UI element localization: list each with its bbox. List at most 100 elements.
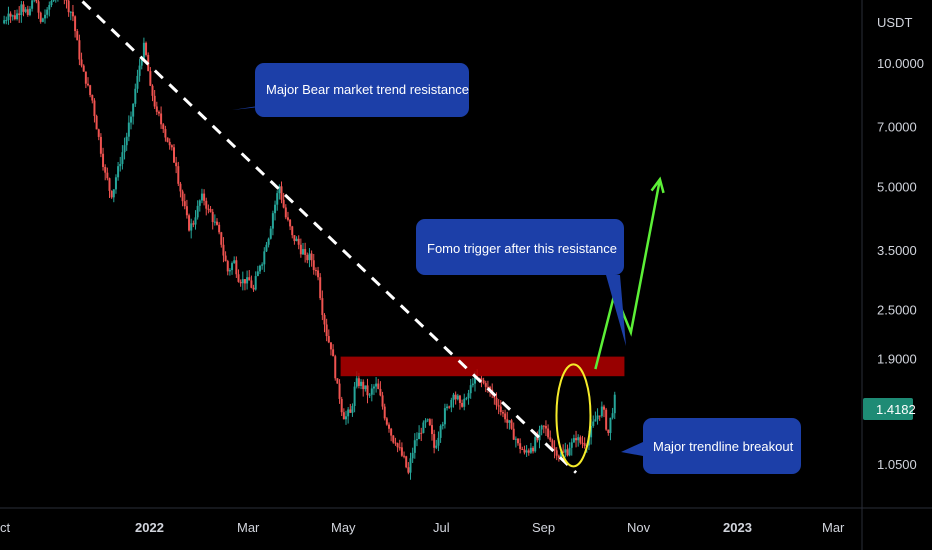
candle-body	[37, 1, 40, 13]
candle-body	[119, 163, 122, 167]
candle-body	[422, 422, 425, 433]
price-tick-label: 10.0000	[877, 56, 924, 71]
callout-text: Fomo trigger after this resistance	[427, 241, 617, 256]
candle-body	[534, 437, 537, 452]
candle-body	[183, 201, 186, 207]
breakout-highlight	[555, 363, 592, 468]
candle-body	[203, 193, 206, 201]
candle-body	[241, 279, 244, 284]
candle-body	[583, 443, 586, 446]
time-tick-label: Nov	[627, 520, 651, 535]
candle-body	[125, 136, 128, 146]
candle-body	[426, 419, 429, 421]
candle-body	[82, 65, 85, 72]
candle-body	[570, 442, 573, 448]
candle-body	[299, 244, 302, 255]
candle-body	[248, 277, 251, 281]
candle-body	[525, 450, 528, 453]
candle-body	[151, 85, 154, 96]
candle-body	[415, 439, 418, 441]
time-tick-label: 2023	[723, 520, 752, 535]
candle-body	[499, 406, 502, 413]
candle-body	[228, 270, 231, 272]
callout-bear-resistance: Major Bear market trend resistance	[232, 63, 469, 117]
candle-body	[495, 397, 498, 406]
candle-body	[252, 287, 255, 290]
callout-text: Major Bear market trend resistance	[266, 82, 469, 97]
candle-body	[598, 415, 601, 417]
candle-body	[372, 386, 375, 389]
candle-body	[413, 440, 416, 453]
candle-body	[114, 177, 117, 190]
candle-body	[123, 145, 126, 153]
candle-body	[138, 65, 141, 76]
candle-body	[596, 415, 599, 420]
candle-body	[297, 238, 300, 245]
candle-body	[347, 409, 350, 417]
candle-body	[388, 424, 390, 429]
candle-body	[67, 0, 70, 13]
candle-body	[398, 447, 401, 449]
time-axis[interactable]: ct 2022 Mar May Jul Sep Nov 2023 Mar	[0, 520, 845, 535]
candle-body	[355, 378, 358, 387]
candle-body	[108, 178, 111, 191]
price-tick-label: 1.9000	[877, 351, 917, 366]
candle-body	[327, 336, 330, 343]
candle-body	[209, 209, 212, 212]
candle-body	[471, 383, 474, 386]
candle-body	[407, 467, 410, 473]
candle-body	[52, 0, 55, 1]
candle-body	[424, 420, 427, 423]
callout-text: Major trendline breakout	[653, 439, 794, 454]
candle-body	[519, 443, 522, 449]
price-tick-label: 3.5000	[877, 243, 917, 258]
candle-body	[256, 271, 259, 277]
candle-body	[448, 406, 451, 408]
candle-body	[544, 426, 547, 429]
candle-body	[364, 385, 367, 390]
candle-body	[566, 449, 569, 456]
candle-body	[91, 94, 94, 101]
candle-body	[609, 417, 612, 433]
candle-body	[379, 388, 382, 396]
price-axis[interactable]: USDT 10.0000 7.0000 5.0000 3.5000 2.5000 1.90…	[877, 15, 924, 472]
candle-body	[553, 447, 556, 451]
candle-body	[110, 190, 113, 198]
candle-body	[20, 4, 23, 15]
candle-body	[224, 255, 227, 262]
candle-body	[239, 281, 242, 284]
candle-body	[368, 394, 371, 396]
projection-arrow-head	[650, 176, 665, 194]
candle-body	[190, 223, 193, 231]
candle-body	[106, 172, 109, 179]
candle-body	[170, 145, 173, 148]
candle-body	[592, 421, 595, 426]
candle-body	[456, 395, 459, 400]
candle-body	[237, 274, 240, 282]
candle-body	[267, 238, 270, 245]
candle-body	[254, 276, 257, 290]
time-tick-label: Mar	[822, 520, 845, 535]
candle-body	[538, 429, 541, 441]
candle-body	[104, 166, 107, 173]
candle-body	[349, 409, 352, 413]
candle-body	[575, 438, 578, 441]
candle-body	[377, 383, 380, 389]
callout-fomo-trigger: Fomo trigger after this resistance	[416, 219, 626, 346]
candle-body	[162, 124, 165, 130]
candle-body	[439, 426, 442, 438]
candle-body	[211, 211, 214, 222]
candle-body	[304, 249, 307, 255]
candle-body	[173, 147, 175, 163]
candle-body	[31, 0, 34, 9]
candle-body	[278, 186, 281, 194]
candle-body	[136, 75, 139, 89]
candle-body	[46, 9, 49, 15]
candle-body	[235, 260, 238, 275]
candle-body	[482, 380, 485, 384]
candle-body	[196, 205, 199, 218]
candle-body	[112, 189, 115, 198]
candle-body	[13, 15, 16, 20]
candle-body	[314, 270, 317, 272]
